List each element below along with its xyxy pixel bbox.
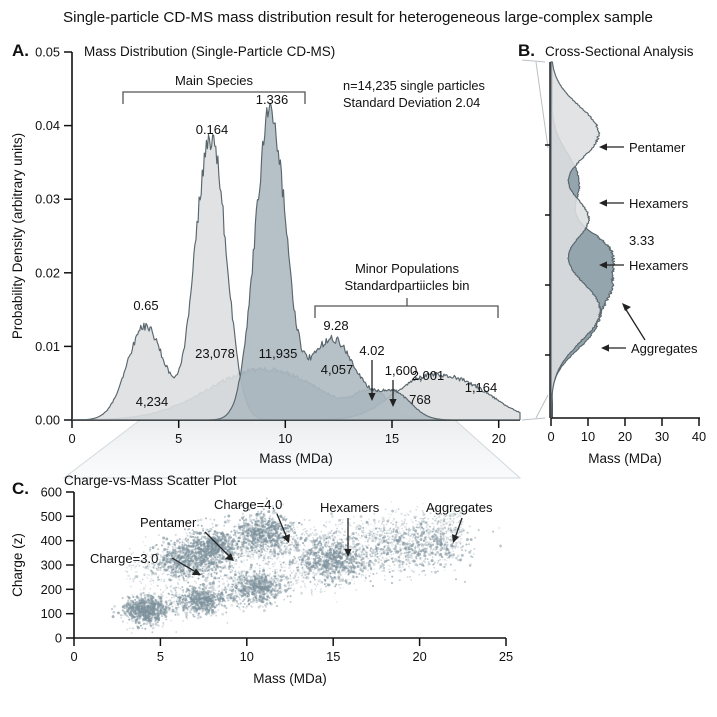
panel-c-xtick-0: 0: [70, 649, 77, 664]
panel-c-letter: C.: [12, 479, 29, 498]
panel-c-y-axis-label: Charge (z): [10, 533, 25, 597]
panel-a-xtick-2: 10: [278, 431, 292, 446]
panel-c: C. Charge-vs-Mass Scatter Plot 0 100 200…: [10, 473, 513, 686]
panel-c-ytick-2: 200: [41, 582, 62, 597]
panel-connector-funnel: [62, 419, 522, 479]
panel-c-ytick-5: 500: [41, 509, 62, 524]
panel-c-x-axis-label: Mass (MDa): [253, 671, 327, 686]
panel-a-stats-line2: Standard Deviation 2.04: [343, 95, 480, 110]
panel-b-annotations: Pentamer Hexamers 3.33 Hexamers Aggregat…: [599, 140, 698, 356]
panel-b-annot-2: 3.33: [629, 233, 654, 248]
panel-c-annot-1: Pentamer: [140, 515, 197, 530]
panel-c-xtick-1: 5: [157, 649, 164, 664]
panel-a-count-label-3: 4,057: [321, 362, 354, 377]
panel-a-curve-mid: [72, 102, 521, 420]
panel-a-xtick-4: 20: [492, 431, 506, 446]
panel-c-ytick-6: 600: [41, 485, 62, 500]
panel-a-ytick-3: 0.03: [35, 192, 60, 207]
panel-c-annotations: Charge=3.0 Pentamer Charge=4.0 Hexamers …: [90, 497, 493, 575]
panel-b-curve-light: [550, 61, 602, 418]
panel-a-ytick-5: 0.05: [35, 45, 60, 60]
panel-b-x-axis-label: Mass (MDa): [588, 451, 662, 466]
panel-c-ytick-0: 0: [55, 631, 62, 646]
panel-a-count-label-6: 1,164: [465, 380, 498, 395]
panel-c-x-ticks: 0 5 10 15 20 25: [70, 638, 513, 664]
panel-a-density-curves: [72, 102, 521, 420]
panel-a-xtick-0: 0: [68, 431, 75, 446]
panel-c-ytick-1: 100: [41, 606, 62, 621]
panel-c-xtick-2: 10: [240, 649, 254, 664]
panel-b-connector: [521, 59, 549, 421]
panel-a-xtick-1: 5: [175, 431, 182, 446]
panel-b: B. Cross-Sectional Analysis 0 10 20 30 4…: [518, 41, 706, 466]
panel-a-xtick-3: 15: [385, 431, 399, 446]
panel-a-ytick-0: 0.00: [35, 413, 60, 428]
panel-a-bracket-main-label: Main Species: [175, 73, 254, 88]
panel-b-xtick-1: 10: [581, 429, 595, 444]
panel-a-peak-label-0: 0.65: [133, 298, 158, 313]
panel-c-xtick-3: 15: [326, 649, 340, 664]
panel-c-annot-3: Hexamers: [320, 500, 380, 515]
panel-b-annot-4: Aggregates: [631, 341, 698, 356]
panel-a-stats-block: n=14,235 single particles Standard Devia…: [343, 78, 485, 110]
panel-b-annot-3: Hexamers: [629, 258, 689, 273]
panel-b-xtick-0: 0: [547, 429, 554, 444]
panel-c-ytick-3: 300: [41, 558, 62, 573]
panel-b-density-curves: [550, 61, 616, 418]
panel-a-peak-label-1: 0.164: [196, 122, 229, 137]
panel-c-annot-2: Charge=4.0: [214, 497, 282, 512]
panel-a-count-label-5: 768: [409, 392, 431, 407]
panel-c-ytick-4: 400: [41, 533, 62, 548]
panel-a-bracket-minor-line1: Minor Populations: [355, 261, 460, 276]
panel-a-ytick-2: 0.02: [35, 265, 60, 280]
figure-supertitle: Single-particle CD-MS mass distribution …: [63, 9, 653, 26]
panel-c-y-ticks: 0 100 200 300 400 500 600: [41, 485, 74, 646]
panel-b-annot-0: Pentamer: [629, 140, 686, 155]
panel-c-xtick-5: 25: [499, 649, 513, 664]
panel-c-annot-4: Aggregates: [426, 500, 493, 515]
panel-a-title: Mass Distribution (Single-Particle CD-MS…: [84, 44, 335, 59]
panel-a-bracket-minor-line2: Standardpartiicles bin: [344, 278, 469, 293]
panel-a-peak-label-2: 1.336: [256, 92, 289, 107]
panel-a-peak-arrows: [368, 360, 397, 407]
panel-c-scatter-points: [111, 497, 502, 634]
panel-a-count-label-2: 11,935: [259, 346, 298, 361]
panel-b-title: Cross-Sectional Analysis: [545, 44, 694, 59]
panel-a-x-ticks: 0 5 10 15 20: [68, 420, 506, 446]
panel-a-peak-label-5: 1,600: [385, 363, 418, 378]
panel-b-xtick-2: 20: [618, 429, 632, 444]
panel-b-letter: B.: [518, 41, 535, 60]
panel-b-x-ticks: 0 10 20 30 40: [547, 418, 706, 444]
panel-c-xtick-4: 20: [412, 649, 426, 664]
panel-a-stats-line1: n=14,235 single particles: [343, 78, 485, 93]
panel-a-count-label-4: 2,001: [412, 368, 445, 383]
panel-a-letter: A.: [12, 41, 29, 60]
panel-a-y-ticks: 0.00 0.01 0.02 0.03 0.04 0.05: [35, 45, 72, 428]
panel-a-y-axis-label: Probability Density (arbitrary units): [10, 133, 25, 339]
panel-a-peak-label-3: 9.28: [323, 318, 348, 333]
panel-b-annot-1: Hexamers: [629, 196, 689, 211]
panel-c-title: Charge-vs-Mass Scatter Plot: [64, 473, 237, 488]
panel-b-xtick-4: 40: [692, 429, 706, 444]
panel-a-x-axis-label: Mass (MDa): [259, 451, 333, 466]
panel-c-annot-0: Charge=3.0: [90, 551, 158, 566]
panel-a: A. Mass Distribution (Single-Particle CD…: [10, 41, 521, 466]
panel-a-peak-label-4: 4.02: [359, 343, 384, 358]
panel-b-xtick-3: 30: [655, 429, 669, 444]
panel-a-ytick-1: 0.01: [35, 339, 60, 354]
panel-a-count-label-0: 4,234: [136, 394, 169, 409]
panel-a-ytick-4: 0.04: [35, 118, 60, 133]
panel-a-bracket-main: Main Species: [122, 73, 306, 104]
panel-a-count-label-1: 23,078: [195, 346, 235, 361]
panel-a-bracket-minor: Minor Populations Standardpartiicles bin: [314, 261, 499, 318]
